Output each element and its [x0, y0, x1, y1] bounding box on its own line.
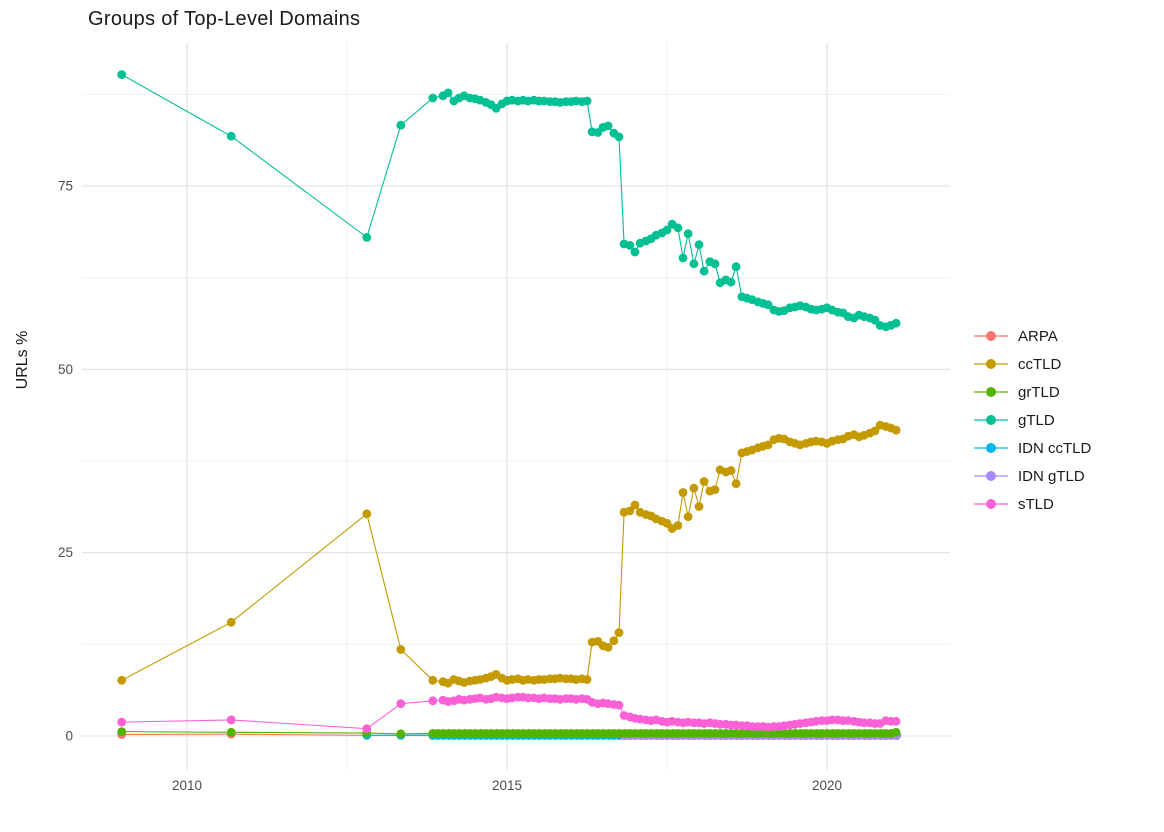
data-point: [428, 696, 437, 705]
data-point: [695, 502, 704, 511]
data-point: [615, 133, 624, 142]
data-point: [690, 259, 699, 268]
series-stld: [117, 693, 900, 733]
data-point: [604, 122, 613, 131]
legend-label: ccTLD: [1018, 356, 1062, 373]
data-point: [631, 248, 640, 257]
y-tick-label: 25: [58, 545, 73, 560]
legend-item-arpa: ARPA: [974, 328, 1058, 345]
data-point: [711, 485, 720, 494]
data-point: [583, 675, 592, 684]
data-point: [362, 233, 371, 242]
legend-label: gTLD: [1018, 412, 1055, 429]
data-point: [684, 229, 693, 238]
data-point: [227, 132, 236, 141]
legend-key-point: [986, 415, 996, 425]
legend-label: IDN ccTLD: [1018, 440, 1092, 457]
data-point: [679, 488, 688, 497]
data-point: [396, 699, 405, 708]
data-point: [674, 223, 683, 232]
y-tick-label: 50: [58, 362, 73, 377]
data-point: [727, 278, 736, 287]
legend-item-cctld: ccTLD: [974, 356, 1062, 373]
data-point: [892, 426, 901, 435]
series-line: [122, 75, 896, 327]
data-point: [892, 319, 901, 328]
legend-key-point: [986, 331, 996, 341]
x-tick-label: 2015: [492, 778, 522, 793]
data-point: [892, 728, 901, 737]
data-point: [117, 727, 126, 736]
data-point: [117, 718, 126, 727]
data-point: [615, 701, 624, 710]
data-point: [690, 484, 699, 493]
data-point: [892, 717, 901, 726]
data-point: [227, 728, 236, 737]
data-point: [674, 521, 683, 530]
data-point: [615, 628, 624, 637]
data-point: [362, 509, 371, 518]
series-gtld: [117, 70, 900, 331]
series-layer: [117, 70, 901, 740]
data-point: [631, 501, 640, 510]
data-point: [362, 724, 371, 733]
data-point: [610, 636, 619, 645]
data-point: [695, 240, 704, 249]
data-point: [428, 94, 437, 103]
data-point: [711, 259, 720, 268]
legend-key-point: [986, 499, 996, 509]
data-point: [396, 729, 405, 738]
data-point: [679, 254, 688, 263]
data-point: [684, 512, 693, 521]
legend-label: ARPA: [1018, 328, 1058, 345]
legend-item-idn-gtld: IDN gTLD: [974, 468, 1085, 485]
data-point: [227, 618, 236, 627]
legend: ARPA ccTLD grTLD gTLD IDN ccTLD IDN gTLD sTLD: [974, 328, 1092, 513]
legend-label: grTLD: [1018, 384, 1060, 401]
data-point: [396, 121, 405, 130]
y-axis-title: URLs %: [14, 331, 31, 390]
data-point: [117, 70, 126, 79]
data-point: [700, 477, 709, 486]
legend-item-gtld: gTLD: [974, 412, 1055, 429]
legend-key-point: [986, 359, 996, 369]
data-point: [727, 466, 736, 475]
data-point: [428, 676, 437, 685]
x-tick-label: 2010: [172, 778, 202, 793]
data-point: [444, 89, 453, 98]
legend-item-stld: sTLD: [974, 496, 1054, 513]
data-point: [732, 479, 741, 488]
y-tick-label: 75: [58, 179, 73, 194]
gridlines: [82, 43, 950, 770]
data-point: [396, 645, 405, 654]
legend-key-point: [986, 387, 996, 397]
x-tick-label: 2020: [812, 778, 842, 793]
legend-label: sTLD: [1018, 496, 1054, 513]
legend-item-idn-cctld: IDN ccTLD: [974, 440, 1092, 457]
data-point: [583, 97, 592, 106]
legend-key-point: [986, 443, 996, 453]
data-point: [732, 262, 741, 271]
y-tick-label: 0: [65, 729, 73, 744]
data-point: [227, 716, 236, 725]
legend-item-grtld: grTLD: [974, 384, 1060, 401]
data-point: [604, 643, 613, 652]
data-point: [700, 267, 709, 276]
legend-label: IDN gTLD: [1018, 468, 1085, 485]
chart-title: Groups of Top-Level Domains: [88, 8, 360, 30]
data-point: [117, 676, 126, 685]
legend-key-point: [986, 471, 996, 481]
